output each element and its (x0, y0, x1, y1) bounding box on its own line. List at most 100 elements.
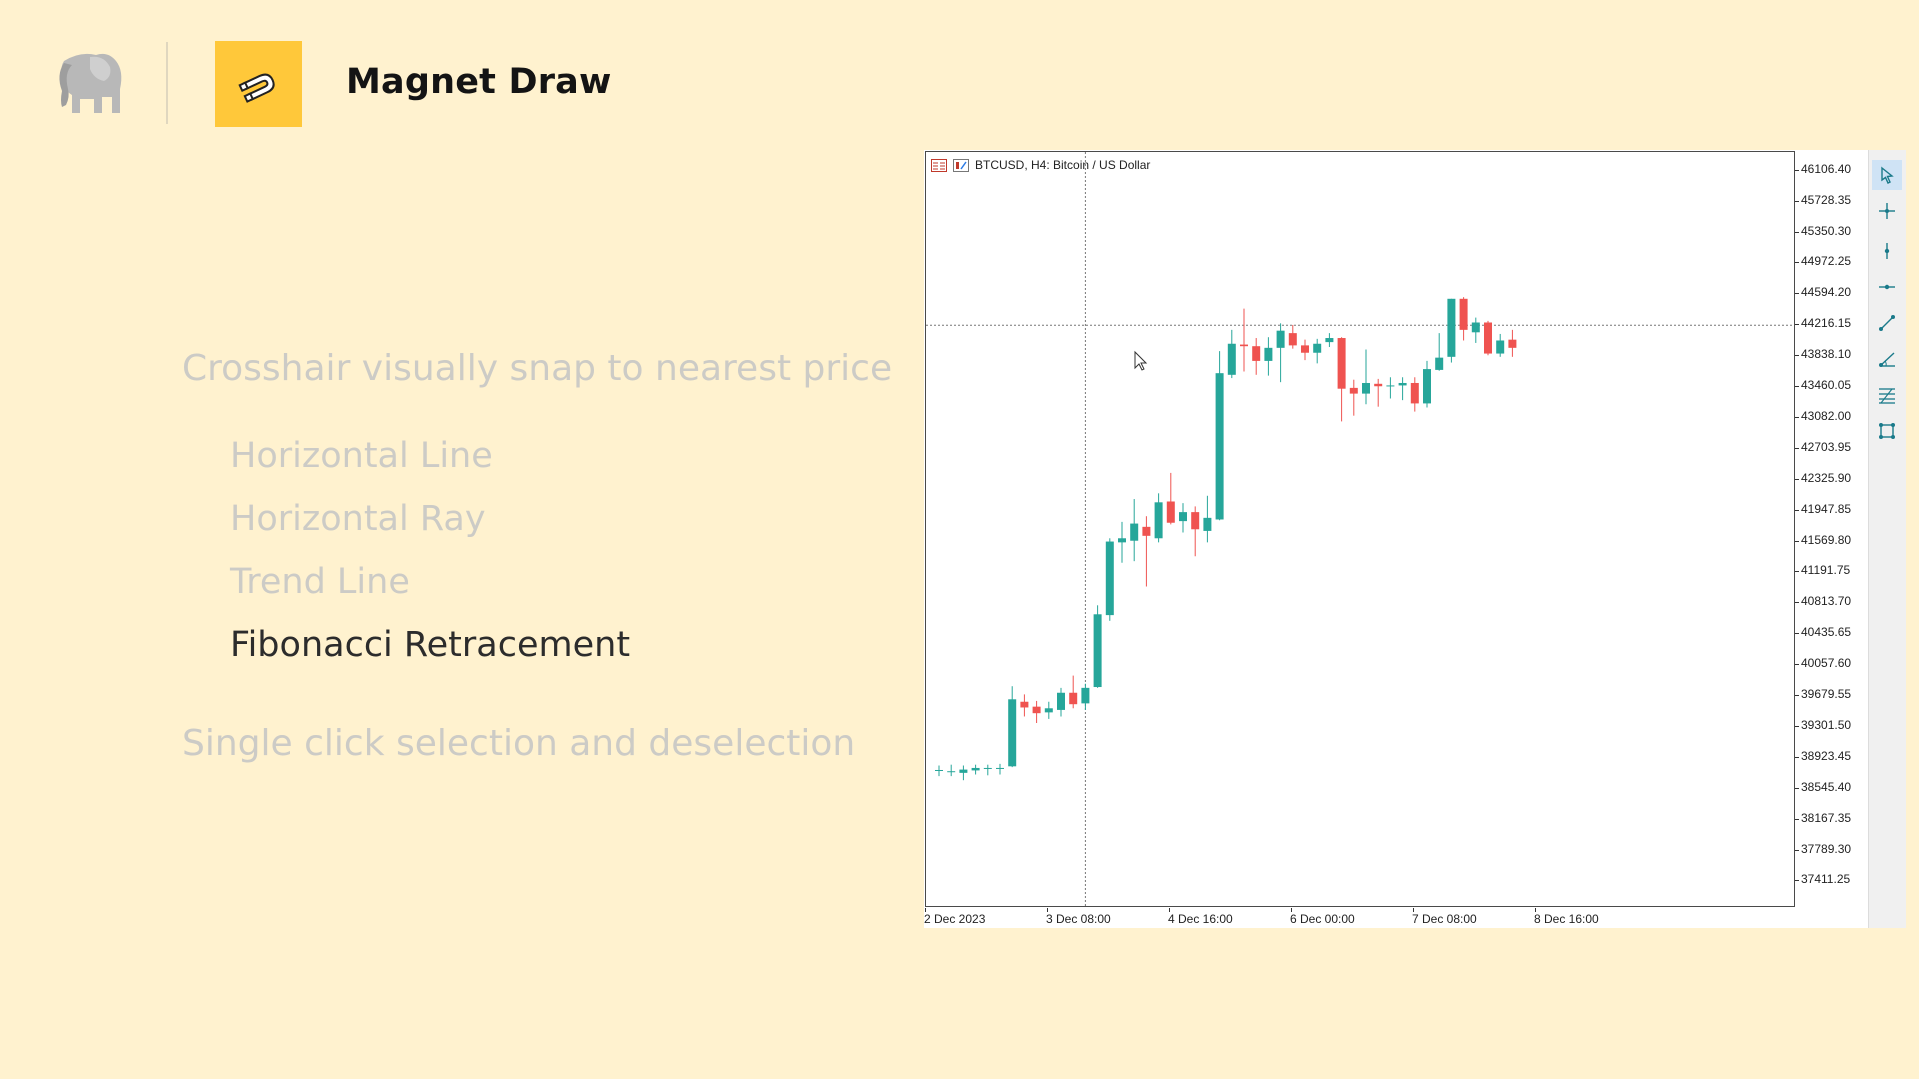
crosshair-tool[interactable] (1872, 196, 1902, 226)
price-label: 39301.50 (1801, 717, 1852, 732)
price-tick (1795, 355, 1799, 357)
candle-body (1142, 526, 1151, 536)
price-tick (1795, 447, 1799, 449)
price-label: 38167.35 (1801, 810, 1852, 825)
elephant-icon (50, 45, 130, 125)
candle-body (1008, 699, 1017, 767)
price-label: 44972.25 (1801, 254, 1852, 269)
trend-line-tool[interactable] (1872, 308, 1902, 338)
one-click-trading-icon[interactable] (931, 158, 947, 172)
price-axis[interactable]: 46106.40 45728.35 45350.30 44972.25 44594.20… (1795, 150, 1865, 908)
price-label: 41191.75 (1801, 563, 1851, 578)
candle-body (1276, 330, 1285, 348)
candle-body (971, 767, 980, 771)
candle-body (1313, 343, 1322, 353)
angle-line-icon (1879, 352, 1895, 367)
time-tick (1169, 908, 1170, 912)
candle-body (1264, 347, 1273, 361)
price-label: 42703.95 (1801, 439, 1852, 454)
trend-line-icon (1879, 315, 1895, 331)
candle-body (1154, 502, 1163, 539)
drawing-toolbar (1868, 150, 1906, 928)
time-axis[interactable]: 2 Dec 2023 3 Dec 08:00 4 Dec 16:00 6 Dec 00… (924, 908, 1794, 928)
feature-horizontal-ray: Horizontal Ray (230, 499, 486, 539)
candle-body (1337, 338, 1346, 389)
price-tick (1795, 880, 1799, 882)
time-label: 3 Dec 08:00 (1046, 912, 1111, 926)
price-tick (1795, 756, 1799, 758)
candle-body (1398, 382, 1407, 386)
candle-body (1191, 512, 1200, 530)
price-tick (1795, 787, 1799, 789)
fibonacci-icon (1879, 388, 1895, 404)
price-tick (1795, 262, 1799, 264)
cursor-tool[interactable] (1872, 160, 1902, 190)
candle-body (1105, 541, 1114, 616)
candle-body (959, 769, 968, 773)
candle-body (1288, 333, 1297, 346)
horizontal-line-tool[interactable] (1872, 272, 1902, 302)
candle-body (1081, 687, 1090, 704)
price-label: 40813.70 (1801, 594, 1852, 609)
price-tick (1795, 849, 1799, 851)
candle-body (1362, 382, 1370, 394)
candle-body (1459, 298, 1468, 330)
horizontal-line-icon (1879, 284, 1895, 290)
price-tick (1795, 386, 1799, 388)
candle-body (1325, 338, 1334, 343)
price-label: 41569.80 (1801, 532, 1852, 547)
candle-body (1215, 373, 1224, 520)
feature-crosshair-snap: Crosshair visually snap to nearest price (182, 348, 893, 389)
vertical-line-tool[interactable] (1872, 236, 1902, 266)
time-tick (925, 908, 926, 912)
candle-body (1069, 692, 1078, 705)
price-tick (1795, 509, 1799, 511)
candle-body (1349, 387, 1358, 394)
vertical-line-icon (1884, 243, 1890, 259)
price-label: 45350.30 (1801, 223, 1852, 238)
price-tick (1795, 602, 1799, 604)
angle-line-tool[interactable] (1872, 344, 1902, 374)
expert-icon[interactable] (953, 158, 969, 172)
price-tick (1795, 725, 1799, 727)
magnet-icon (238, 73, 275, 103)
candle-body (1410, 382, 1419, 404)
candle-body (1496, 340, 1505, 354)
price-tick (1795, 324, 1799, 326)
candle-body (1240, 344, 1248, 347)
fibonacci-tool[interactable] (1872, 380, 1902, 410)
time-label: 6 Dec 00:00 (1290, 912, 1355, 926)
candle-body (996, 767, 1004, 769)
candle-body (1386, 385, 1395, 387)
feature-fibonacci-retracement: Fibonacci Retracement (230, 625, 631, 665)
candle-body (1435, 357, 1444, 370)
price-tick (1795, 416, 1799, 418)
candle-body (1447, 298, 1456, 357)
time-tick (1047, 908, 1048, 912)
candle-body (1130, 523, 1139, 541)
price-label: 37789.30 (1801, 841, 1852, 856)
candle-body (1093, 614, 1102, 688)
time-tick (1535, 908, 1536, 912)
price-label: 38923.45 (1801, 748, 1852, 763)
price-label: 43838.10 (1801, 347, 1852, 362)
price-label: 41947.85 (1801, 501, 1852, 516)
price-label: 43082.00 (1801, 408, 1852, 423)
chart-window: BTCUSD, H4: Bitcoin / US Dollar 46106.40… (924, 150, 1906, 928)
price-tick (1795, 293, 1799, 295)
chart-canvas[interactable]: BTCUSD, H4: Bitcoin / US Dollar (925, 151, 1795, 907)
candle-body (1044, 708, 1053, 713)
price-tick (1795, 633, 1799, 635)
candle-body (1227, 343, 1236, 375)
price-tick (1795, 231, 1799, 233)
mouse-cursor-icon (1134, 350, 1148, 371)
candle-body (1057, 692, 1065, 710)
price-label: 43460.05 (1801, 378, 1852, 393)
candle-body (1471, 322, 1480, 333)
price-tick (1795, 169, 1799, 171)
price-label: 42325.90 (1801, 470, 1852, 485)
candlestick-chart[interactable] (926, 152, 1794, 906)
candle-body (947, 771, 956, 773)
rectangle-tool[interactable] (1872, 416, 1902, 446)
price-tick (1795, 478, 1799, 480)
